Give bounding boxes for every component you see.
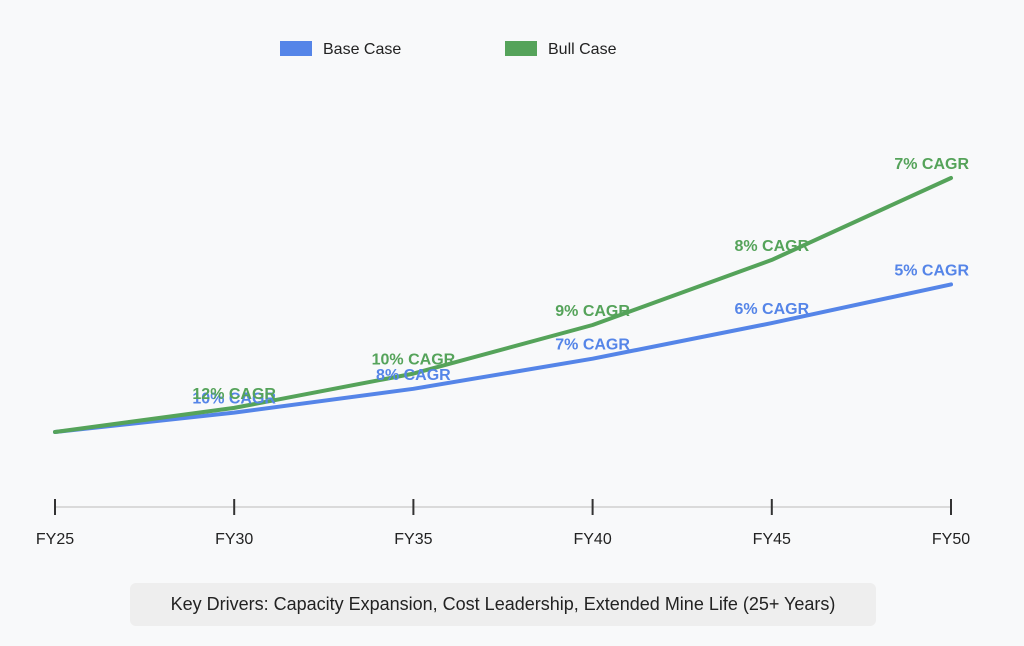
- data-label-0-3: 7% CAGR: [555, 337, 630, 354]
- x-tick-label-5: FY50: [932, 531, 970, 548]
- x-tick-label-1: FY30: [215, 531, 253, 548]
- series-lines: [53, 176, 953, 434]
- data-label-0-1: 10% CAGR: [192, 391, 276, 408]
- series-line-0: [53, 282, 953, 434]
- legend: Base Case Bull Case: [280, 41, 617, 58]
- series-line-1: [53, 176, 953, 434]
- point-0-3: [592, 358, 594, 360]
- point-1-1: [233, 407, 235, 409]
- point-1-4: [771, 259, 773, 261]
- point-1-5: [950, 177, 952, 179]
- legend-label-0: Base Case: [323, 41, 401, 58]
- point-1-3: [592, 324, 594, 326]
- point-0-4: [771, 322, 773, 324]
- data-label-1-3: 9% CAGR: [555, 303, 630, 320]
- data-label-1-5: 7% CAGR: [894, 156, 969, 173]
- key-drivers-note: Key Drivers: Capacity Expansion, Cost Le…: [130, 583, 876, 626]
- data-label-0-4: 6% CAGR: [734, 301, 809, 318]
- point-1-2: [412, 373, 414, 375]
- x-tick-label-0: FY25: [36, 531, 74, 548]
- point-1-0: [54, 431, 56, 433]
- x-tick-label-4: FY45: [753, 531, 791, 548]
- data-label-1-2: 10% CAGR: [372, 352, 456, 369]
- data-label-0-5: 5% CAGR: [894, 262, 969, 279]
- legend-label-1: Bull Case: [548, 41, 617, 58]
- line-chart: Base Case Bull Case FY25 FY30 FY35 FY40 FY45 F…: [36, 41, 970, 548]
- legend-swatch-1: [505, 41, 537, 56]
- data-label-1-1: 12% CAGR: [192, 386, 276, 403]
- point-0-2: [412, 388, 414, 390]
- data-label-0-2: 8% CAGR: [376, 367, 451, 384]
- x-tick-label-3: FY40: [573, 531, 611, 548]
- point-0-1: [233, 412, 235, 414]
- x-tick-label-2: FY35: [394, 531, 432, 548]
- point-0-5: [950, 283, 952, 285]
- data-label-1-4: 8% CAGR: [734, 238, 809, 255]
- legend-swatch-0: [280, 41, 312, 56]
- x-axis: FY25 FY30 FY35 FY40 FY45 FY50: [36, 499, 970, 548]
